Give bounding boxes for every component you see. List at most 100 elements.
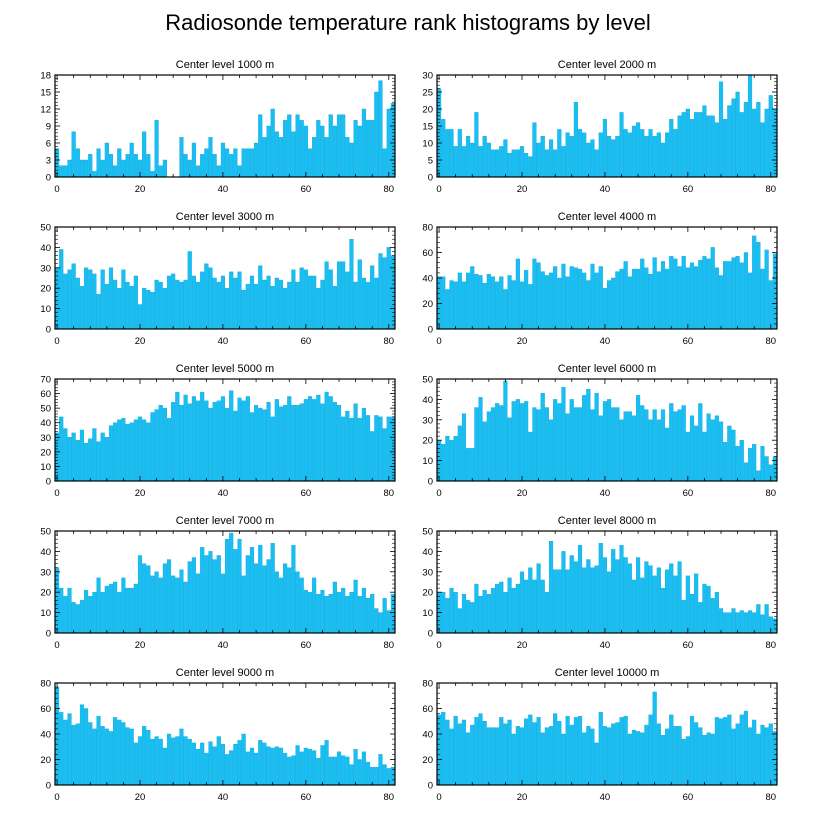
bar [611, 139, 616, 178]
bar [225, 288, 230, 330]
figure-title: Radiosonde temperature rank histograms b… [165, 10, 650, 35]
x-tick-label: 20 [135, 792, 146, 803]
bar [565, 132, 570, 178]
bar [349, 142, 354, 178]
bar [303, 125, 308, 178]
y-tick-label: 50 [40, 527, 51, 538]
bar [474, 583, 479, 634]
bar [515, 149, 520, 178]
bar [262, 137, 267, 178]
bar [685, 267, 690, 330]
bar [166, 733, 172, 786]
bar [598, 543, 603, 634]
bar [694, 266, 699, 330]
x-tick-label: 40 [600, 640, 611, 651]
bar [307, 749, 313, 786]
x-tick-label: 80 [765, 336, 776, 347]
y-tick-label: 10 [422, 608, 433, 619]
panel-title: Center level 1000 m [176, 59, 274, 71]
bar [212, 277, 217, 330]
bar [162, 563, 167, 634]
bar [694, 112, 699, 178]
x-tick-label: 20 [517, 792, 528, 803]
panel-3: Center level 3000 m 0 20 40 60 80 0 10 20 30 40 50 [40, 211, 396, 347]
bar [577, 407, 583, 482]
bar [656, 132, 661, 178]
bar [660, 409, 666, 482]
bar [316, 288, 321, 330]
bar [195, 400, 201, 482]
bar [67, 159, 72, 178]
bar [59, 587, 64, 634]
y-tick-label: 10 [40, 304, 51, 315]
x-tick-label: 0 [436, 184, 441, 195]
bar [349, 764, 354, 786]
bar [133, 583, 138, 634]
bar [241, 575, 246, 634]
bar [594, 565, 599, 634]
x-tick-label: 0 [54, 640, 59, 651]
bar [258, 265, 263, 330]
bar [445, 435, 450, 482]
bar [636, 395, 641, 482]
panel-4: Center level 4000 m 0 20 40 60 80 0 20 40 60 80 [422, 211, 778, 347]
x-tick-label: 20 [517, 336, 528, 347]
bar [307, 275, 313, 330]
bar [121, 577, 126, 634]
bar [482, 135, 487, 178]
bar [694, 573, 699, 634]
bar [652, 409, 657, 482]
bar [237, 538, 242, 634]
bar [461, 594, 467, 634]
bar [536, 563, 541, 634]
bar [582, 132, 587, 178]
bar [548, 139, 554, 178]
bar [100, 726, 105, 786]
bar [84, 442, 89, 482]
bar [627, 276, 632, 330]
bar [631, 729, 637, 786]
bar [747, 610, 753, 634]
x-tick-label: 80 [765, 640, 776, 651]
bar [764, 604, 769, 634]
bar [756, 101, 761, 178]
bar [540, 732, 545, 786]
bar [561, 551, 566, 634]
bar [540, 271, 545, 330]
bar [349, 592, 354, 634]
bar [208, 267, 213, 330]
bar [507, 719, 512, 786]
bar [615, 559, 620, 634]
panel-10: Center level 10000 m 0 20 40 60 80 0 20 40 60 80 [422, 667, 778, 803]
bar [63, 596, 68, 634]
bar [718, 421, 724, 482]
bar [681, 600, 686, 634]
bar [490, 407, 496, 482]
bar [137, 555, 143, 634]
bar [175, 391, 180, 482]
bar [627, 132, 632, 178]
bar [229, 271, 234, 330]
panel-title: Center level 9000 m [176, 667, 274, 679]
bar [569, 135, 574, 178]
bar [374, 91, 379, 178]
bar [361, 407, 366, 482]
x-axis: 0 20 40 60 80 [54, 683, 394, 803]
bar [249, 412, 255, 482]
x-tick-label: 20 [517, 488, 528, 499]
bar [499, 276, 504, 330]
bar [142, 288, 147, 330]
bar [619, 545, 624, 634]
bar [175, 577, 180, 634]
bar [495, 281, 500, 330]
bar [92, 592, 97, 634]
bar [515, 583, 520, 634]
bar [353, 579, 358, 634]
bar [113, 717, 118, 786]
bar [212, 559, 217, 634]
bar [673, 411, 678, 482]
bar [569, 555, 574, 634]
bar [615, 722, 620, 786]
bar [449, 280, 454, 330]
bar [677, 561, 682, 634]
